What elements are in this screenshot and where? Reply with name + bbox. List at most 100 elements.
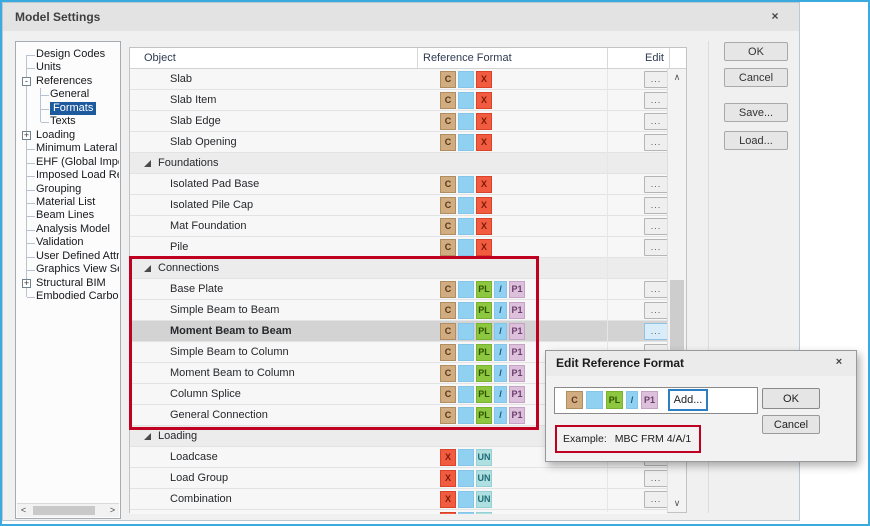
edit-format-button[interactable]: ... — [644, 134, 667, 151]
edit-format-button[interactable]: ... — [644, 323, 667, 340]
table-row-combination[interactable]: Combination X UN... — [130, 489, 667, 510]
model-settings-titlebar[interactable]: Model Settings × — [3, 3, 799, 31]
tree-item-material-list[interactable]: Material List — [18, 196, 119, 210]
table-row-moment-beam-to-beam[interactable]: Moment Beam to Beam C PL / P1... — [130, 321, 667, 342]
tree-collapse-icon[interactable]: - — [22, 77, 31, 87]
tree-item-label: EHF (Global Imperfe — [36, 155, 119, 168]
badge-c: C — [440, 407, 456, 424]
badge-c: C — [440, 113, 456, 130]
table-row-simple-beam-to-beam[interactable]: Simple Beam to Beam C PL / P1... — [130, 300, 667, 321]
tree-expand-icon[interactable]: + — [22, 130, 31, 141]
tree-item-label: Imposed Load Redu — [36, 169, 119, 182]
tree-item-design-codes[interactable]: Design Codes — [18, 48, 119, 62]
tree-item-loading[interactable]: Loading — [18, 129, 119, 143]
tree-item-imposed-load-redu[interactable]: Imposed Load Redu — [18, 169, 119, 183]
row-label: Slab Item — [170, 94, 217, 106]
group-collapse-icon[interactable] — [144, 265, 151, 272]
tree-item-general[interactable]: General — [18, 88, 119, 102]
table-row-isolated-pile-cap[interactable]: Isolated Pile Cap C X... — [130, 195, 667, 216]
load-button[interactable]: Load... — [724, 131, 788, 150]
tree-item-analysis-model[interactable]: Analysis Model — [18, 223, 119, 237]
add-button[interactable]: Add... — [668, 389, 708, 411]
badge-blank — [458, 92, 474, 109]
row-label: Load Group — [170, 472, 229, 484]
tree-item-label: Minimum Lateral Lo — [36, 142, 119, 155]
group-row-foundations[interactable]: Foundations — [130, 153, 667, 174]
table-row-base-plate[interactable]: Base Plate C PL / P1... — [130, 279, 667, 300]
edit-format-button[interactable]: ... — [644, 218, 667, 235]
tree-connector-line — [27, 297, 35, 299]
tree-item-minimum-lateral-lo[interactable]: Minimum Lateral Lo — [18, 142, 119, 156]
tree-item-user-defined-attribu[interactable]: User Defined Attribu — [18, 250, 119, 264]
edit-format-button[interactable]: ... — [644, 113, 667, 130]
edit-format-button[interactable]: ... — [644, 470, 667, 487]
button-column-divider — [708, 41, 709, 513]
edit-format-button[interactable]: ... — [644, 302, 667, 319]
row-label: Slab — [170, 73, 193, 85]
header-divider — [417, 48, 418, 68]
tree-item-ehf-global-imperfe[interactable]: EHF (Global Imperfe — [18, 156, 119, 170]
tree-item-references[interactable]: References — [18, 75, 119, 89]
edit-format-button[interactable]: ... — [644, 92, 667, 109]
tree-item-grouping[interactable]: Grouping — [18, 183, 119, 197]
table-row-slab-item[interactable]: Slab Item C X... — [130, 90, 667, 111]
edit-format-button[interactable]: ... — [644, 281, 667, 298]
group-row-connections[interactable]: Connections — [130, 258, 667, 279]
tree-item-structural-bim[interactable]: Structural BIM — [18, 277, 119, 291]
tree-connector-line — [26, 55, 27, 297]
tree-item-units[interactable]: Units — [18, 61, 119, 75]
tree-item-label: Analysis Model — [36, 222, 110, 235]
scrollbar-thumb[interactable] — [33, 506, 95, 515]
tree-item-formats[interactable]: Formats — [18, 101, 119, 116]
table-row-slab-edge[interactable]: Slab Edge C X... — [130, 111, 667, 132]
badge-c: C — [440, 302, 456, 319]
edit-format-button[interactable]: ... — [644, 491, 667, 508]
tree-item-embodied-carbon[interactable]: Embodied Carbon — [18, 290, 119, 304]
scroll-right-icon[interactable]: > — [109, 505, 116, 515]
edit-format-button[interactable]: ... — [644, 239, 667, 256]
badge-blank — [458, 302, 474, 319]
table-row-pile[interactable]: Pile C X... — [130, 237, 667, 258]
scroll-down-icon[interactable]: ∨ — [673, 498, 681, 508]
table-row-slab-opening[interactable]: Slab Opening C X... — [130, 132, 667, 153]
badge-c: C — [440, 218, 456, 235]
table-row-isolated-pad-base[interactable]: Isolated Pad Base C X... — [130, 174, 667, 195]
edit-dialog-cancel-button[interactable]: Cancel — [762, 415, 820, 434]
table-row-mat-foundation[interactable]: Mat Foundation C X... — [130, 216, 667, 237]
scroll-up-icon[interactable]: ∧ — [673, 72, 681, 82]
table-row-load-group[interactable]: Load Group X UN... — [130, 468, 667, 489]
edit-format-button[interactable]: ... — [644, 176, 667, 193]
ok-button[interactable]: OK — [724, 42, 788, 61]
badge-c: C — [440, 176, 456, 193]
scroll-left-icon[interactable]: < — [20, 505, 27, 515]
tree-expand-icon[interactable]: + — [22, 278, 31, 289]
edit-dialog-ok-button[interactable]: OK — [762, 388, 820, 409]
tree-item-beam-lines[interactable]: Beam Lines — [18, 209, 119, 223]
group-collapse-icon[interactable] — [144, 433, 151, 440]
save-button[interactable]: Save... — [724, 103, 788, 122]
tree-item-graphics-view-settin[interactable]: Graphics View Settin — [18, 263, 119, 277]
reference-format-badges: C PL / P1 — [440, 302, 525, 319]
group-collapse-icon[interactable] — [144, 160, 151, 167]
table-row-slab[interactable]: Slab C X... — [130, 69, 667, 90]
close-icon[interactable]: × — [771, 9, 779, 23]
scrollbar-thumb[interactable] — [670, 280, 684, 350]
tree-item-label: Structural BIM — [36, 276, 106, 289]
row-label: Moment Beam to Beam — [170, 325, 292, 337]
tree-horizontal-scrollbar[interactable]: < > — [17, 503, 119, 517]
cancel-button[interactable]: Cancel — [724, 68, 788, 87]
group-row-loading[interactable]: Loading — [130, 426, 667, 447]
edit-dialog-titlebar[interactable]: Edit Reference Format × — [546, 351, 856, 376]
tree-item-texts[interactable]: Texts — [18, 115, 119, 129]
close-icon[interactable]: × — [835, 356, 843, 368]
table-row-row[interactable]: X UN — [130, 510, 667, 514]
edit-format-button[interactable]: ... — [644, 197, 667, 214]
edit-reference-format-dialog: Edit Reference Format × C PL / P1 Add... OK… — [545, 350, 857, 462]
badge-blank — [458, 176, 474, 193]
edit-format-button[interactable]: ... — [644, 71, 667, 88]
tree-item-validation[interactable]: Validation — [18, 236, 119, 250]
